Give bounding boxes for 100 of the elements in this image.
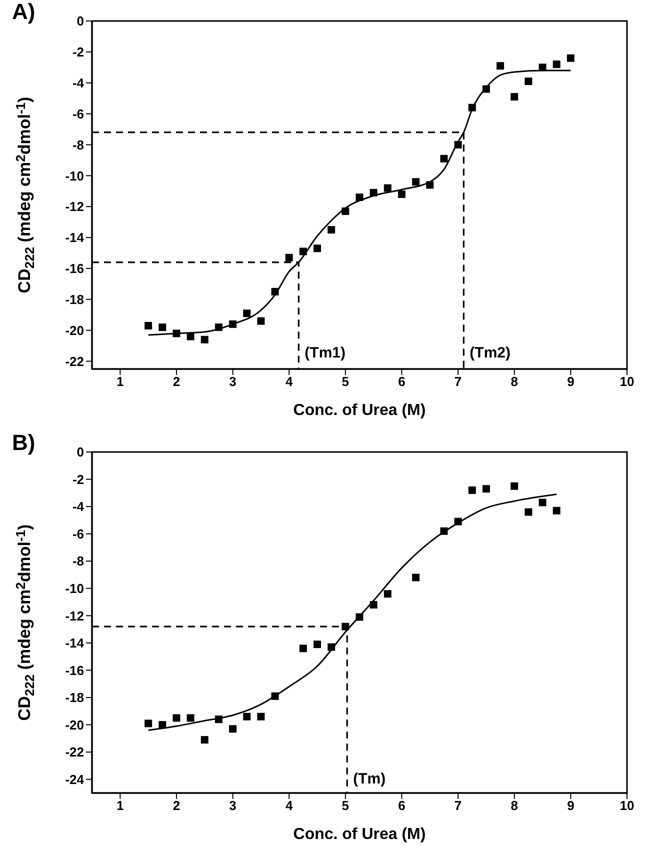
point	[200, 336, 208, 344]
y-tick-label: -8	[72, 137, 84, 152]
y-tick-label: -10	[65, 581, 84, 596]
x-axis-title: Conc. of Urea (M)	[293, 402, 426, 419]
annotation: (Tm)	[353, 770, 386, 788]
point	[398, 190, 406, 198]
point	[229, 725, 237, 733]
point	[370, 601, 378, 609]
point	[271, 692, 279, 700]
point	[214, 716, 222, 724]
point	[510, 93, 518, 101]
x-tick-label: 2	[172, 798, 180, 814]
point	[257, 712, 265, 720]
y-tick-label: -10	[65, 168, 84, 184]
y-tick-label: -4	[72, 75, 85, 90]
y-tick-label: -12	[65, 608, 84, 624]
point	[468, 104, 476, 112]
x-tick-label: 10	[620, 798, 634, 814]
y-tick-label: -16	[65, 662, 84, 678]
point	[440, 527, 448, 535]
y-tick-label: -16	[65, 261, 84, 276]
point	[299, 248, 307, 256]
point	[172, 714, 180, 722]
point	[214, 324, 222, 331]
point	[328, 226, 336, 234]
x-tick-label: 3	[229, 798, 236, 814]
point	[426, 181, 434, 189]
point	[158, 721, 166, 729]
y-tick-label: 0	[76, 14, 84, 29]
x-tick-label: 8	[510, 374, 518, 390]
point	[384, 184, 392, 192]
x-tick-label: 6	[398, 798, 406, 814]
point	[412, 178, 420, 186]
point	[454, 140, 462, 148]
x-tick-label: 7	[454, 374, 462, 390]
point	[468, 486, 476, 494]
y-tick-label: -14	[65, 230, 85, 246]
point	[370, 188, 378, 196]
y-tick-label: -6	[72, 106, 84, 122]
x-tick-label: 3	[229, 374, 236, 390]
point	[356, 194, 364, 202]
point	[482, 485, 490, 493]
y-tick-label: -20	[65, 322, 84, 338]
y-tick-label: -2	[72, 472, 84, 487]
x-tick-label: 4	[285, 798, 294, 814]
point	[314, 244, 322, 252]
point	[440, 154, 448, 162]
point	[229, 320, 237, 328]
x-tick-label: 2	[172, 374, 180, 390]
y-tick-label: -18	[65, 292, 84, 308]
x-tick-label: 7	[454, 798, 462, 814]
y-tick-label: -12	[65, 199, 84, 214]
point	[356, 613, 364, 621]
x-tick-label: 5	[342, 798, 350, 814]
x-tick-label: 1	[116, 798, 124, 814]
point	[257, 317, 265, 325]
point	[524, 78, 532, 86]
point	[299, 644, 307, 652]
x-tick-label: 1	[116, 374, 124, 390]
y-tick-label: -20	[65, 717, 84, 732]
point	[552, 506, 560, 514]
y-tick-label: -18	[65, 690, 84, 706]
point	[566, 54, 574, 62]
annotation: (Tm2)	[470, 344, 511, 362]
point	[144, 322, 152, 330]
x-tick-label: 10	[620, 374, 634, 390]
line-series	[148, 494, 558, 732]
x-tick-label: 5	[342, 374, 350, 390]
x-axis-title: Conc. of Urea (M)	[293, 826, 426, 843]
x-tick-label: 9	[567, 374, 574, 390]
point	[496, 62, 504, 70]
x-tick-label: 4	[285, 374, 294, 390]
point	[538, 64, 546, 72]
point	[243, 310, 251, 318]
y-tick-label: -22	[65, 744, 84, 760]
chart-title: B)	[12, 430, 36, 456]
point	[412, 574, 420, 582]
point	[328, 643, 336, 651]
point	[158, 324, 166, 331]
point	[552, 60, 560, 68]
y-tick-label: -4	[72, 499, 85, 514]
point	[285, 254, 293, 262]
point	[172, 330, 180, 338]
point	[510, 482, 518, 490]
y-tick-label: -22	[65, 354, 84, 369]
point	[538, 498, 546, 506]
point	[186, 332, 194, 340]
point	[342, 208, 350, 215]
y-tick-label: -2	[72, 44, 84, 60]
point	[314, 640, 322, 648]
y-tick-label: -8	[72, 554, 84, 569]
chart-title: A)	[12, 0, 36, 25]
x-tick-label: 8	[510, 798, 518, 814]
y-tick-label: -14	[65, 636, 85, 651]
x-tick-label: 9	[567, 798, 574, 814]
point	[384, 590, 392, 598]
y-tick-label: -6	[72, 526, 84, 542]
point	[342, 622, 350, 630]
point	[454, 518, 462, 526]
point	[200, 736, 208, 744]
